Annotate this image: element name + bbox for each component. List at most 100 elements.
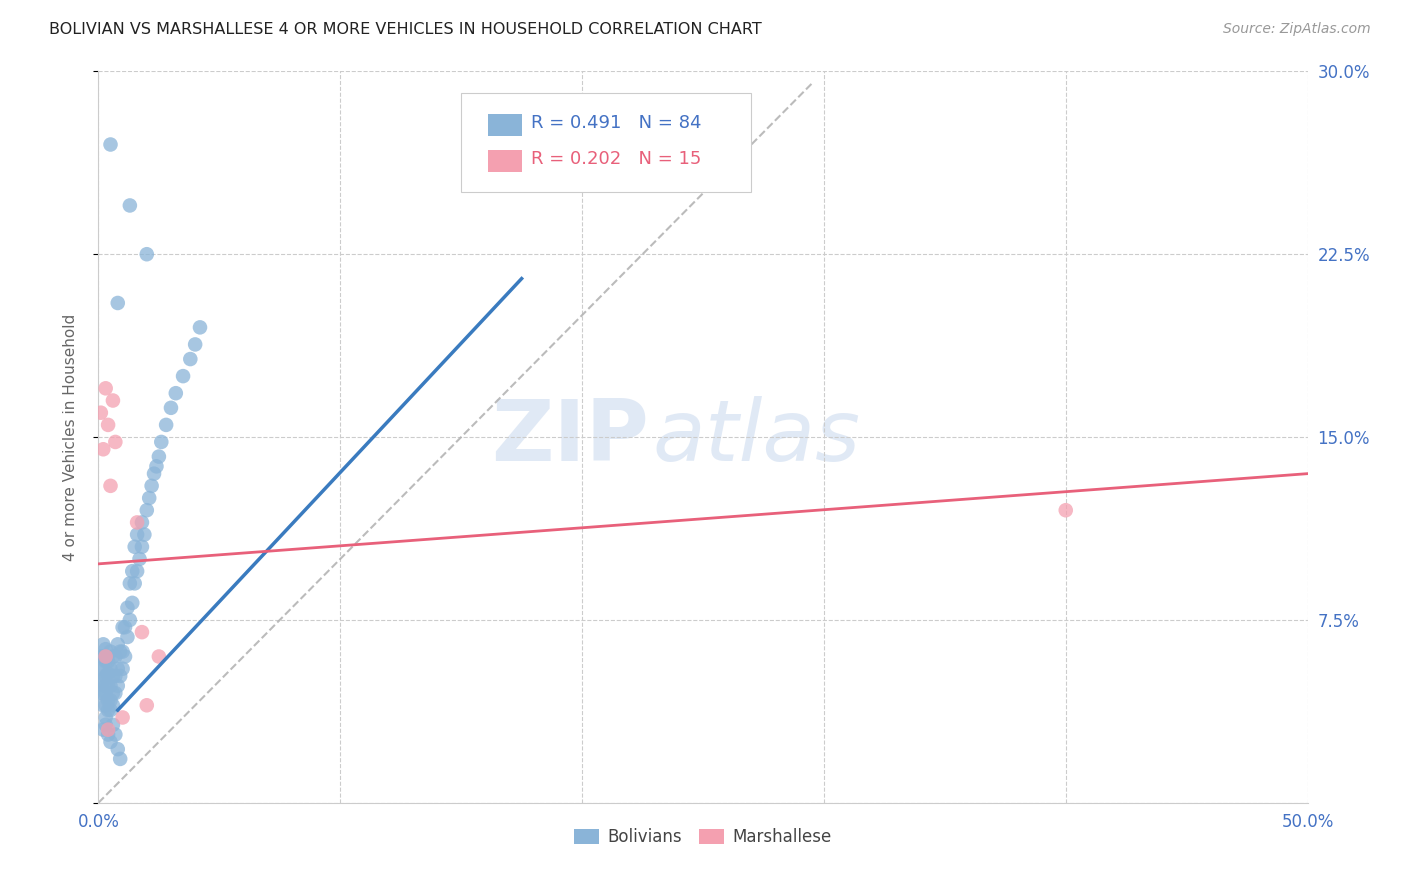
Text: R = 0.202   N = 15: R = 0.202 N = 15 <box>531 150 702 168</box>
Point <box>148 649 170 664</box>
Point <box>94 381 117 395</box>
Text: atlas: atlas <box>652 395 860 479</box>
Point <box>127 564 149 578</box>
Point <box>107 637 129 651</box>
Point <box>94 654 117 668</box>
Point <box>117 630 139 644</box>
Point <box>108 645 131 659</box>
Point <box>94 686 117 700</box>
Point <box>97 417 120 432</box>
Point <box>135 247 157 261</box>
Point <box>91 698 114 713</box>
Point <box>121 596 143 610</box>
Point <box>91 662 114 676</box>
Point <box>100 645 122 659</box>
Point <box>111 662 134 676</box>
Point <box>127 527 149 541</box>
Point <box>101 649 124 664</box>
Point <box>124 540 146 554</box>
Point <box>101 686 124 700</box>
Point <box>117 600 139 615</box>
Point <box>104 669 127 683</box>
Point <box>107 296 129 310</box>
Point <box>101 718 124 732</box>
Y-axis label: 4 or more Vehicles in Household: 4 or more Vehicles in Household <box>63 313 77 561</box>
Point <box>94 718 117 732</box>
Point <box>131 625 153 640</box>
Point <box>104 727 127 741</box>
Point <box>94 679 117 693</box>
Point <box>107 742 129 756</box>
Point <box>107 679 129 693</box>
FancyBboxPatch shape <box>488 114 522 136</box>
Point <box>90 673 112 688</box>
Point <box>97 703 120 717</box>
Point <box>104 649 127 664</box>
Point <box>97 723 120 737</box>
Point <box>121 564 143 578</box>
Point <box>91 637 114 651</box>
Point <box>150 434 173 449</box>
Point <box>100 735 122 749</box>
FancyBboxPatch shape <box>488 151 522 172</box>
Point <box>160 401 183 415</box>
Point <box>97 679 120 693</box>
Point <box>94 649 117 664</box>
Point <box>148 450 170 464</box>
Point <box>143 467 166 481</box>
Point <box>101 698 124 713</box>
Point <box>114 649 136 664</box>
Point <box>172 369 194 384</box>
Text: Source: ZipAtlas.com: Source: ZipAtlas.com <box>1223 22 1371 37</box>
Point <box>100 703 122 717</box>
Point <box>111 710 134 724</box>
Point <box>131 516 153 530</box>
Point <box>94 642 117 657</box>
Point <box>90 649 112 664</box>
Point <box>155 417 177 432</box>
Point <box>165 386 187 401</box>
Text: BOLIVIAN VS MARSHALLESE 4 OR MORE VEHICLES IN HOUSEHOLD CORRELATION CHART: BOLIVIAN VS MARSHALLESE 4 OR MORE VEHICL… <box>49 22 762 37</box>
Point <box>94 698 117 713</box>
Point <box>107 662 129 676</box>
Point <box>97 727 120 741</box>
Point <box>91 649 114 664</box>
Legend: Bolivians, Marshallese: Bolivians, Marshallese <box>568 822 838 853</box>
Point <box>90 406 112 420</box>
Point <box>128 552 150 566</box>
Point <box>101 393 124 408</box>
Point <box>94 669 117 683</box>
Point <box>90 662 112 676</box>
Point <box>179 352 201 367</box>
Point <box>91 673 114 688</box>
Point <box>135 698 157 713</box>
Point <box>118 576 141 591</box>
Point <box>127 516 149 530</box>
Point <box>91 686 114 700</box>
Point <box>141 479 163 493</box>
Point <box>138 491 160 505</box>
Point <box>97 666 120 681</box>
Point <box>188 320 211 334</box>
Point <box>100 662 122 676</box>
Text: ZIP: ZIP <box>491 395 648 479</box>
FancyBboxPatch shape <box>461 94 751 192</box>
Point <box>1054 503 1077 517</box>
Point <box>100 679 122 693</box>
Point <box>97 654 120 668</box>
Point <box>111 620 134 634</box>
Point <box>97 693 120 707</box>
Point <box>108 752 131 766</box>
Point <box>100 479 122 493</box>
Point <box>124 576 146 591</box>
Point <box>118 198 141 212</box>
Point <box>108 669 131 683</box>
Point <box>118 613 141 627</box>
Point <box>101 669 124 683</box>
Point <box>91 442 114 457</box>
Point <box>135 503 157 517</box>
Point <box>90 686 112 700</box>
Point <box>145 459 167 474</box>
Point <box>184 337 207 351</box>
Point <box>134 527 156 541</box>
